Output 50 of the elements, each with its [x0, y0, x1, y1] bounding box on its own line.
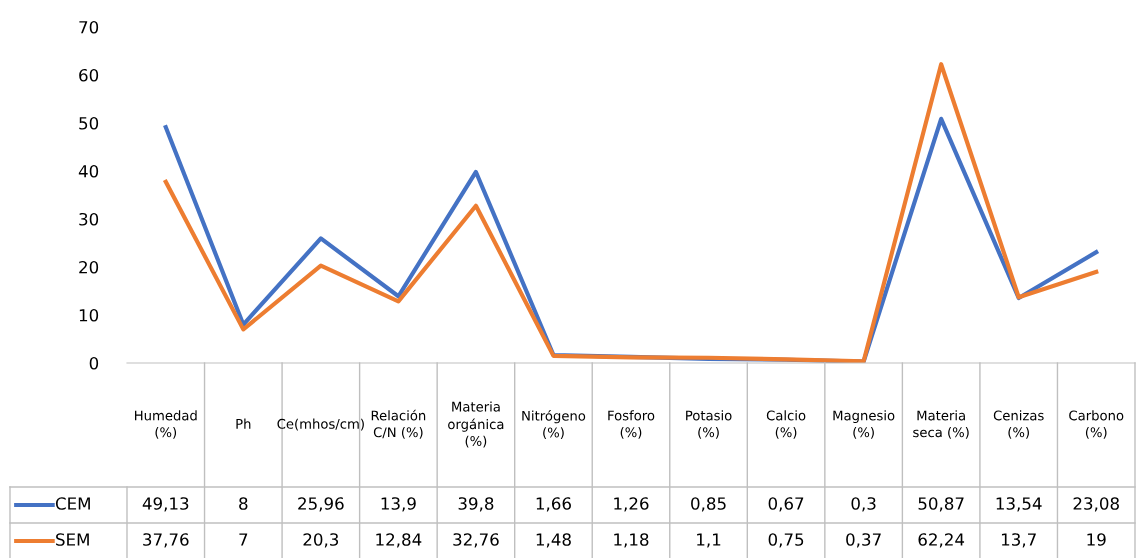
- data-label: 8: [239, 497, 248, 510]
- y-tick-label: 20: [79, 260, 99, 274]
- x-tick-label: Relación C/N (%): [371, 409, 426, 439]
- data-label: 1,18: [614, 533, 649, 548]
- x-tick-label: Cenizas (%): [993, 410, 1044, 439]
- x-tick-label: Calcio (%): [766, 410, 806, 439]
- x-tick-label: Humedad (%): [135, 410, 197, 439]
- x-tick-label: Nitrógeno (%): [522, 409, 586, 440]
- y-tick-label: 60: [79, 68, 99, 82]
- data-label: 0,75: [768, 533, 804, 548]
- data-label: 32,76: [453, 533, 499, 548]
- data-label: 1,26: [614, 497, 649, 512]
- data-label: 13,7: [1001, 533, 1036, 548]
- x-tick-label: Materia orgánica (%): [448, 401, 504, 448]
- line-series: [163, 62, 1099, 363]
- y-tick-label: 10: [79, 308, 99, 322]
- data-label: 13,9: [381, 497, 416, 512]
- y-tick-label: 70: [79, 20, 99, 34]
- x-tick-label: Magnesio (%): [833, 410, 895, 439]
- y-tick-label: 30: [79, 212, 99, 226]
- data-label: 0,85: [691, 497, 726, 512]
- data-label: 12,84: [376, 533, 422, 548]
- data-label: 1,48: [536, 533, 571, 548]
- legend-label: SEM: [56, 533, 89, 546]
- data-label: 13,54: [996, 497, 1042, 512]
- data-label: 7: [239, 533, 248, 546]
- x-tick-label: Carbono (%): [1069, 410, 1124, 439]
- x-tick-label: Ph: [236, 418, 251, 429]
- data-label: 1,1: [697, 533, 721, 548]
- x-tick-label: Potasio (%): [686, 410, 732, 439]
- data-label: 50,87: [918, 497, 964, 512]
- data-label: 39,8: [458, 497, 494, 512]
- data-label: 1,66: [536, 497, 571, 512]
- y-tick-label: 50: [79, 116, 99, 130]
- y-tick-label: 40: [78, 164, 99, 178]
- data-label: 20,3: [303, 533, 339, 548]
- data-label: 0,3: [851, 497, 876, 512]
- data-label: 23,08: [1073, 497, 1119, 512]
- x-tick-label: Ce(mhos/cm): [277, 418, 364, 431]
- data-label: 37,76: [143, 533, 189, 548]
- data-label: 19: [1087, 533, 1106, 546]
- data-label: 0,67: [768, 497, 804, 512]
- x-tick-label: Fosforo (%): [608, 410, 655, 439]
- y-tick-label: 0: [89, 356, 99, 370]
- data-label: 49,13: [142, 497, 189, 512]
- legend-label: CEM: [55, 497, 90, 510]
- data-label: 0,37: [846, 533, 881, 548]
- x-tick-label: Materia seca (%): [913, 410, 969, 439]
- data-label: 62,24: [918, 533, 965, 548]
- data-label: 25,96: [298, 497, 344, 512]
